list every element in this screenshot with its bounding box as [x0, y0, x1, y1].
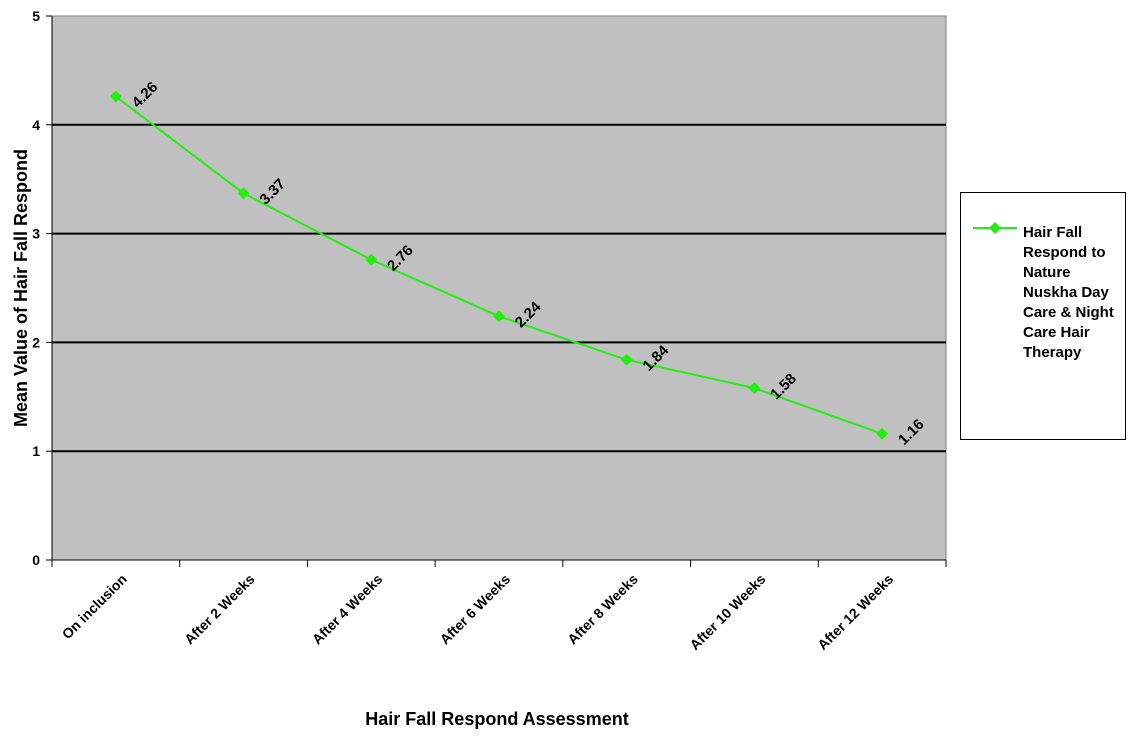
data-point-marker: [748, 382, 761, 395]
x-tick-label: After 6 Weeks: [437, 571, 514, 648]
legend: Hair Fall Respond to Nature Nuskha Day C…: [960, 192, 1126, 440]
data-point-marker: [365, 253, 378, 266]
x-tick-label: After 12 Weeks: [814, 571, 896, 653]
y-tick-label: 2: [32, 334, 40, 350]
data-point-marker: [237, 187, 250, 200]
data-point-marker: [109, 90, 122, 103]
data-point-marker: [620, 353, 633, 366]
data-point-marker: [493, 310, 505, 323]
x-tick-label: After 2 Weeks: [181, 571, 258, 648]
y-tick-label: 4: [32, 117, 40, 133]
x-tick-label: After 8 Weeks: [564, 571, 641, 648]
x-tick-label: After 4 Weeks: [309, 571, 386, 648]
x-axis-title: Hair Fall Respond Assessment: [365, 709, 628, 729]
x-tick-label: After 10 Weeks: [686, 571, 768, 653]
x-tick-label: On inclusion: [59, 571, 130, 642]
legend-series-marker: [973, 222, 1017, 234]
data-point-marker: [876, 427, 889, 440]
y-tick-label: 3: [32, 226, 40, 242]
y-axis-title: Mean Value of Hair Fall Respond: [11, 149, 31, 427]
y-tick-label: 1: [32, 443, 40, 459]
legend-series-label: Hair Fall Respond to Nature Nuskha Day C…: [1023, 224, 1114, 361]
plot-background: [51, 15, 947, 561]
plot-area: 0 1 2 3 4 5 On inclusion After 2 Weeks After 4 W…: [32, 8, 947, 653]
y-tick-label: 0: [32, 552, 40, 568]
y-tick-label: 5: [32, 8, 40, 24]
